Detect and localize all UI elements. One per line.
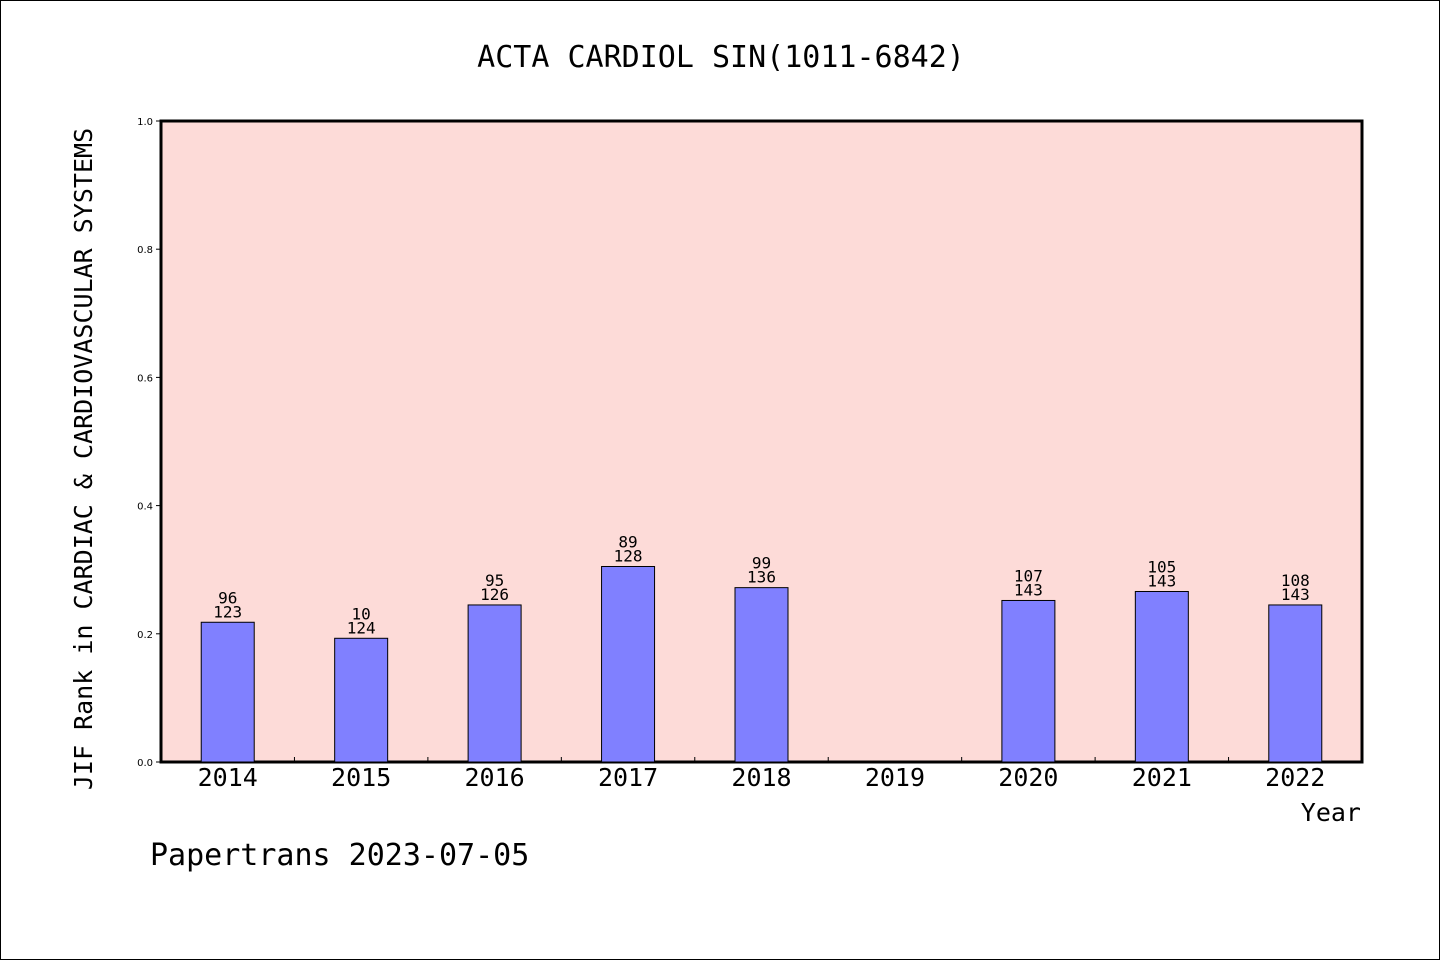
x-axis-ticks: 2014 2015 2016 2017 2018 2019 2020 2021 2022 xyxy=(198,757,1325,792)
x-tick-label: 2020 xyxy=(998,763,1058,792)
y-tick-label: 0.4 xyxy=(137,502,153,513)
bar-total-label: 124 xyxy=(347,618,376,637)
y-axis-ticks: 0.0 0.2 0.4 0.6 0.8 1.0 xyxy=(137,117,161,769)
y-axis-label: JIF Rank in CARDIAC & CARDIOVASCULAR SYS… xyxy=(69,128,98,790)
chart-title: ACTA CARDIOL SIN(1011-6842) xyxy=(477,40,965,75)
bar-total-label: 128 xyxy=(614,546,643,565)
x-tick-label: 2022 xyxy=(1265,763,1325,792)
bar-rank-label: 10 xyxy=(352,604,371,623)
y-tick-label: 0.8 xyxy=(137,245,153,256)
bars xyxy=(200,565,1323,763)
bar-2021 xyxy=(1134,590,1189,763)
bar-total-label: 123 xyxy=(213,602,242,621)
bar-total-label: 136 xyxy=(747,568,776,587)
bar-rank-label: 89 xyxy=(618,532,637,551)
bar-2018 xyxy=(734,587,789,763)
y-tick-label: 0.0 xyxy=(137,758,153,769)
x-tick-label: 2017 xyxy=(598,763,658,792)
x-tick-label: 2015 xyxy=(331,763,391,792)
bar-rank-label: 96 xyxy=(218,588,237,607)
bar-total-label: 143 xyxy=(1147,571,1176,590)
y-tick-label: 0.6 xyxy=(137,373,153,384)
bar-rank-label: 105 xyxy=(1147,557,1176,576)
x-tick-label: 2016 xyxy=(465,763,525,792)
bar-total-label: 126 xyxy=(480,585,509,604)
bar-rank-label: 95 xyxy=(485,571,504,590)
bar-2017 xyxy=(601,565,656,763)
y-tick-label: 0.2 xyxy=(137,630,153,641)
bar-2022 xyxy=(1268,604,1323,763)
x-tick-label: 2018 xyxy=(731,763,791,792)
y-tick-label: 1.0 xyxy=(137,117,153,128)
bar-rank-label: 107 xyxy=(1014,566,1043,585)
bar-2015 xyxy=(334,637,389,763)
bar-total-label: 143 xyxy=(1014,580,1043,599)
footer-credit: Papertrans 2023-07-05 xyxy=(150,838,529,873)
bar-total-label: 143 xyxy=(1281,585,1310,604)
x-tick-label: 2014 xyxy=(198,763,258,792)
x-tick-label: 2021 xyxy=(1132,763,1192,792)
x-axis-label: Year xyxy=(1301,798,1361,827)
x-tick-label: 2019 xyxy=(865,763,925,792)
bar-rank-label: 108 xyxy=(1281,571,1310,590)
bar-rank-label: 99 xyxy=(752,554,771,573)
bar-2016 xyxy=(467,604,522,763)
bar-2014 xyxy=(200,621,255,763)
bar-2020 xyxy=(1001,599,1056,763)
